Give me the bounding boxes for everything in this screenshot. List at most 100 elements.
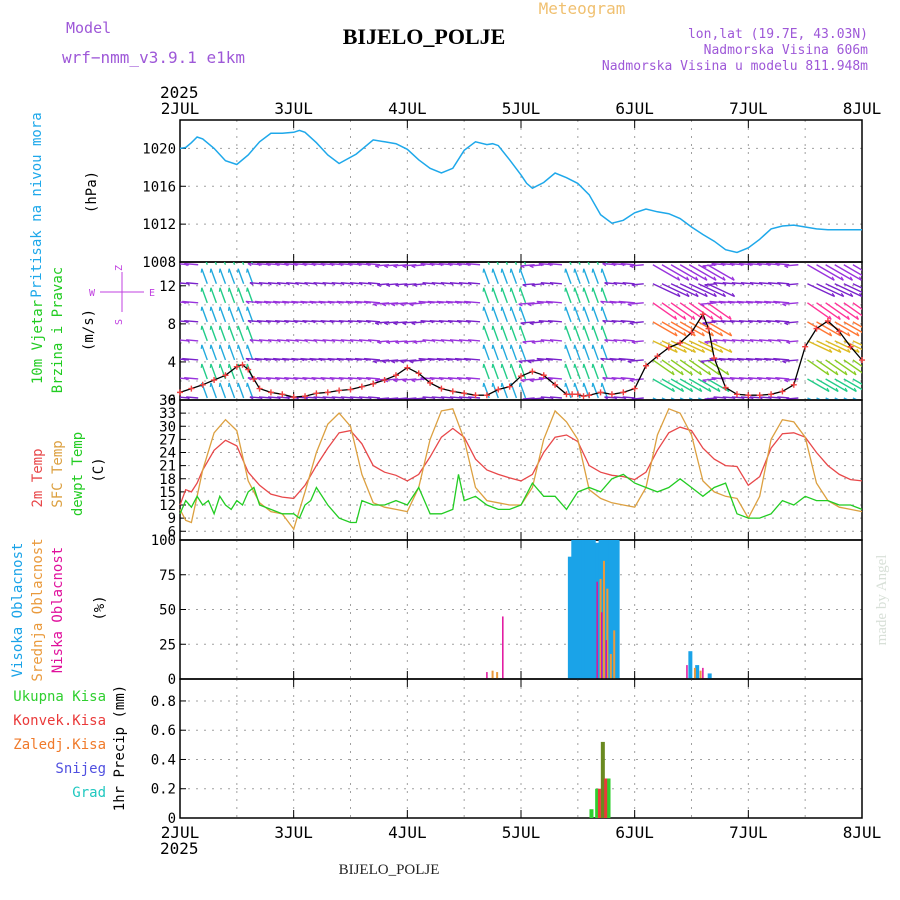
wind-vector-head [402,379,407,383]
wind-vector-head [767,282,772,286]
cloud-bar [578,540,583,679]
y-tick-label: 0 [168,672,176,688]
wind-vector [522,340,535,343]
wind-vector [505,262,509,265]
wind-vector [861,302,862,304]
wind-speed-marker [552,381,559,388]
wind-speed-marker [665,344,672,351]
wind-vector-head [518,268,521,273]
wind-vector [384,264,399,267]
wind-vector-head [218,382,221,388]
compass-letter: W [89,288,96,299]
wind-vector-head [200,363,203,368]
cloud-bar [702,667,704,679]
wind-vector [391,302,408,305]
wind-vector-head [702,265,707,269]
wind-vector [670,378,694,393]
y-tick-label: 1012 [142,217,176,233]
wind-vector [464,300,481,304]
wind-vector-head [782,360,787,364]
wind-vector-head [772,358,777,362]
wind-vector-head [322,339,327,343]
wind-vector [825,340,851,353]
wind-vector-head [218,287,221,292]
wind-vector-head [309,300,314,305]
wind-vector-head [681,387,685,392]
wind-speed-marker [779,388,786,395]
wind-speed-marker [859,357,865,364]
wind-vector [564,287,572,304]
wind-vector-head [582,325,585,330]
wind-vector-head [413,341,418,345]
wind-vector-head [609,300,614,305]
wind-speed-marker [239,361,246,368]
wind-vector [707,302,732,321]
wind-vector-head [429,377,434,381]
wind-speed-marker [586,392,593,399]
wind-vector-head [329,320,334,324]
wind-vector-head [440,396,445,400]
wind-vector-head [331,282,336,286]
wind-vector [600,300,617,304]
wind-vector-head [491,268,494,273]
cloud-bar [609,653,612,679]
wind-vector [519,306,527,323]
wind-vector-head [774,377,779,381]
wind-vector [510,287,518,304]
wind-vector [210,325,218,342]
elevation-label: Nadmorska Visina 606m [704,43,869,58]
wind-vector-head [456,377,461,381]
wind-vector-head [227,344,230,349]
wind-vector-head [258,282,263,286]
wind-vector [393,378,408,381]
wind-vector-head [583,250,584,254]
wind-vector-head [295,339,300,343]
wind-vector-head [829,332,833,337]
wind-vector-head [227,306,230,311]
y-tick-label: 4 [168,355,176,371]
wind-vector [698,340,724,353]
wind-vector [386,397,399,400]
wind-vector-head [520,322,525,326]
wind-vector [755,300,772,304]
wind-vector [786,397,799,400]
wind-vector [807,378,830,393]
wind-vector [237,287,245,304]
wind-vector-head [463,358,468,362]
wind-vector-head [285,282,290,286]
wind-vector-head [683,315,687,320]
wind-speed-marker [279,391,286,398]
wind-vector-head [866,349,868,352]
wind-speed-marker [415,370,422,377]
wind-vector [852,321,862,328]
wind-vector [775,319,790,323]
wind-vector-head [826,387,830,392]
wind-vector-head [686,276,690,281]
wind-vector [219,306,227,323]
wind-vector-head [227,325,230,330]
wind-vector [519,268,527,285]
wind-vector [501,325,509,342]
wind-vector-head [246,344,248,349]
wind-vector-head [853,387,857,392]
wind-vector-head [500,325,503,330]
wind-vector [180,378,181,379]
day-label-bottom: 5JUL [502,823,541,842]
wind-vector-head [627,303,632,307]
wind-speed-marker [654,353,661,360]
wind-vector-head [538,320,543,324]
wind-vector-head [168,340,171,342]
wind-vector-head [671,370,675,376]
wind-vector [409,359,426,363]
wind-speed-marker [608,391,615,398]
wind-speed-marker [245,366,252,373]
wind-vector [466,377,481,380]
wind-vector-head [236,382,239,388]
wind-vector [564,268,572,285]
wind-vector [368,282,381,285]
wind-speed-marker [722,384,729,391]
wind-vector [492,287,499,304]
y-tick-label: 24 [159,446,176,462]
